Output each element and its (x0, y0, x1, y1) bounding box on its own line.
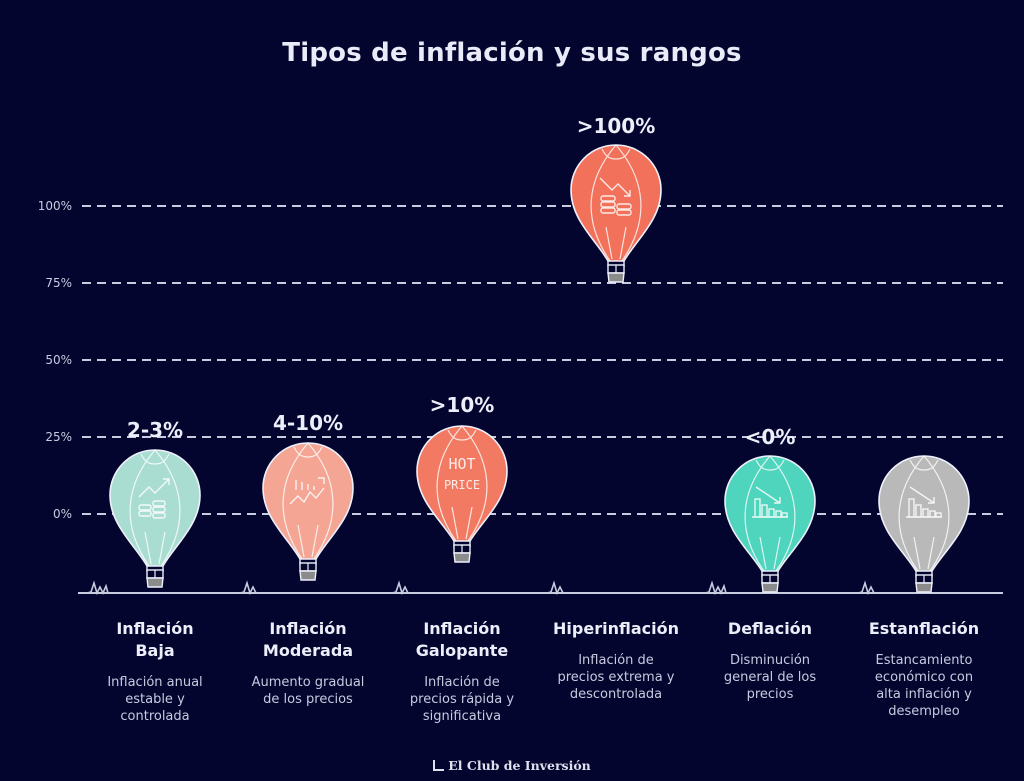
category-description: Disminución general de los precios (723, 653, 817, 702)
category-description: Inflación de precios extrema y descontrola… (557, 653, 675, 702)
svg-text:PRICE: PRICE (444, 478, 480, 492)
brand-name: El Club de Inversión (448, 758, 591, 773)
footer-brand: El Club de Inversión (0, 758, 1024, 773)
balloon-envelope (878, 455, 970, 572)
grass-tuft (391, 580, 409, 596)
balloon-seams (436, 425, 488, 542)
balloon-basket (299, 559, 317, 581)
value-label: <0% (745, 425, 796, 449)
y-tick-label: 100% (38, 199, 72, 213)
y-tick-label: 0% (53, 507, 72, 521)
falling-bar-chart-icon (752, 486, 788, 518)
value-label: 2-3% (127, 418, 183, 442)
value-label: 4-10% (273, 411, 343, 435)
balloon-seams (898, 455, 950, 572)
balloon-envelope (262, 442, 354, 560)
category-5: Deflación Disminución general de los precio… (695, 618, 845, 703)
balloon-6 (878, 455, 970, 593)
category-description: Inflación anual estable y controlada (107, 675, 203, 724)
balloon-basket (453, 541, 471, 563)
category-1: Inflación Baja Inflación anual estable y con… (80, 618, 230, 725)
category-3: Inflación Galopante Inflación de precios rá… (387, 618, 537, 725)
grass-tuft (546, 580, 564, 596)
category-4: Hiperinflación Inflación de precios extrem… (541, 618, 691, 703)
balloon-4 (570, 144, 662, 283)
y-tick-label: 25% (45, 430, 72, 444)
rising-chart-coins-icon (138, 478, 170, 519)
category-name: Inflación Baja (116, 619, 194, 660)
balloon-seams (129, 449, 181, 567)
balloon-envelope (416, 425, 508, 542)
balloon-basket (146, 566, 164, 588)
falling-chart-coins-icon (599, 177, 632, 216)
balloon-basket (915, 571, 933, 593)
balloon-envelope (724, 455, 816, 572)
balloon-seams (282, 442, 334, 560)
falling-bar-chart-icon (906, 486, 942, 518)
category-6: Estanflación Estancamiento económico con al… (849, 618, 999, 720)
svg-text:HOT: HOT (448, 455, 475, 473)
category-name: Inflación Moderada (262, 619, 354, 660)
balloon-envelope (109, 449, 201, 567)
balloon-3: HOT PRICE (416, 425, 508, 563)
balloon-seams (744, 455, 796, 572)
balloon-layer: HOT PRICE (109, 144, 970, 593)
value-label: >10% (430, 393, 495, 417)
grass-tuft (857, 580, 875, 596)
grass-tuft (86, 580, 109, 596)
balloon-basket (761, 571, 779, 593)
y-tick-label: 75% (45, 276, 72, 290)
category-name: Inflación Galopante (415, 619, 509, 660)
club-logo-icon (433, 760, 445, 771)
category-description: Aumento gradual de los precios (251, 675, 365, 707)
hot-price-icon: HOT PRICE (444, 455, 480, 492)
category-description: Estancamiento económico con alta inflación… (874, 653, 974, 719)
balloon-2 (262, 442, 354, 581)
balloon-basket (607, 261, 625, 283)
ground-layer (78, 580, 1003, 596)
category-name: Estanflación (868, 619, 980, 638)
balloon-1 (109, 449, 201, 588)
category-2: Inflación Moderada Aumento gradual de los p… (233, 618, 383, 708)
label-layer: 2-3% 4-10% >10% >100% <0% (127, 114, 795, 449)
grass-tuft (704, 580, 727, 596)
category-name: Deflación (727, 619, 813, 638)
y-tick-label: 50% (45, 353, 72, 367)
grid-layer: 0% 25% 50% 75% 100% (38, 199, 1003, 521)
chart-title: Tipos de inflación y sus rangos (282, 38, 742, 68)
category-description: Inflación de precios rápida y significativ… (409, 675, 515, 724)
balloon-envelope (570, 144, 662, 262)
rising-bar-chart-icon (289, 477, 325, 505)
value-label: >100% (577, 114, 656, 138)
category-name: Hiperinflación (553, 619, 679, 638)
balloon-seams (590, 144, 642, 262)
balloon-5 (724, 455, 816, 593)
grass-tuft (239, 580, 257, 596)
